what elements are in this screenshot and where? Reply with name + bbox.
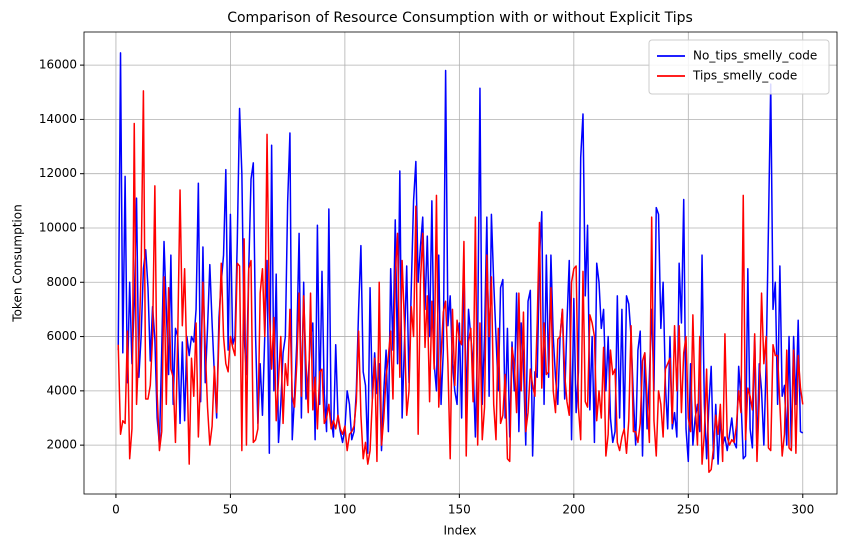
x-tick-label: 150 <box>448 503 471 517</box>
x-tick-label: 50 <box>223 503 238 517</box>
legend-label: No_tips_smelly_code <box>693 49 817 63</box>
y-tick-label: 2000 <box>46 438 77 452</box>
legend: No_tips_smelly_code Tips_smelly_code <box>648 39 830 95</box>
x-tick-label: 0 <box>112 503 120 517</box>
legend-label: Tips_smelly_code <box>692 69 797 83</box>
plot-frame <box>83 31 838 495</box>
chart-title: Comparison of Resource Consumption with … <box>227 10 693 26</box>
x-tick-label: 250 <box>677 503 700 517</box>
y-tick-label: 12000 <box>39 166 77 180</box>
data-line <box>117 90 804 474</box>
y-tick-label: 14000 <box>39 112 77 126</box>
y-tick-label: 4000 <box>46 383 77 397</box>
legend-box <box>648 39 830 95</box>
data-line <box>117 52 804 465</box>
y-tick-label: 6000 <box>46 329 77 343</box>
y-axis-label: Token Consumption <box>11 204 25 322</box>
x-tick-label: 200 <box>562 503 585 517</box>
y-tick-label: 10000 <box>39 220 77 234</box>
x-tick-label: 300 <box>791 503 814 517</box>
y-tick-label: 16000 <box>39 58 77 72</box>
x-tick-label: 100 <box>333 503 356 517</box>
y-tick-label: 8000 <box>46 275 77 289</box>
x-axis-label: Index <box>443 524 476 538</box>
